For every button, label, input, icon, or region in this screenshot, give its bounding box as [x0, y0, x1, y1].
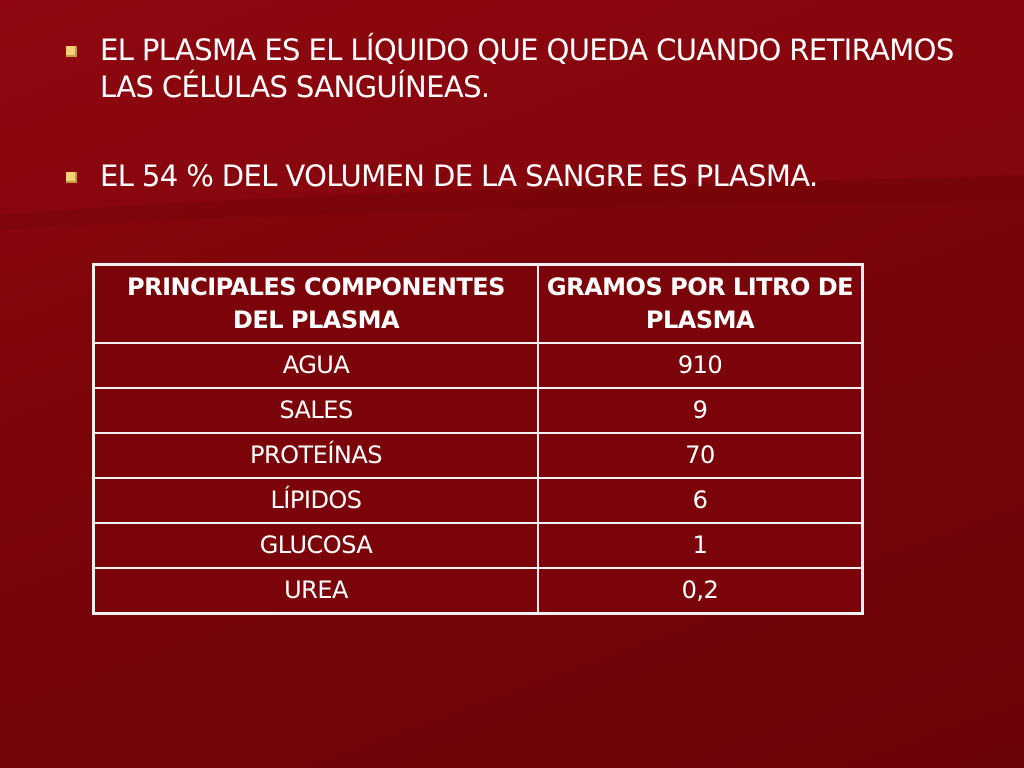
component-value: 6: [537, 477, 864, 524]
table-row: GLUCOSA 1: [92, 522, 864, 569]
table-row: AGUA 910: [92, 342, 864, 389]
table-row: PROTEÍNAS 70: [92, 432, 864, 479]
plasma-components-table-container: PRINCIPALES COMPONENTES DEL PLASMA GRAMO…: [92, 263, 864, 615]
component-name: LÍPIDOS: [92, 477, 539, 524]
component-name: GLUCOSA: [92, 522, 539, 569]
component-name: PROTEÍNAS: [92, 432, 539, 479]
bullet-text: EL PLASMA ES EL LÍQUIDO QUE QUEDA CUANDO…: [100, 33, 954, 104]
component-name: SALES: [92, 387, 539, 434]
component-name: UREA: [92, 567, 539, 615]
bullet-list: EL PLASMA ES EL LÍQUIDO QUE QUEDA CUANDO…: [62, 32, 982, 247]
header-components: PRINCIPALES COMPONENTES DEL PLASMA: [92, 263, 539, 344]
header-grams-per-liter: GRAMOS POR LITRO DE PLASMA: [537, 263, 864, 344]
table-header-row: PRINCIPALES COMPONENTES DEL PLASMA GRAMO…: [92, 263, 864, 344]
bullet-item: EL 54 % DEL VOLUMEN DE LA SANGRE ES PLAS…: [62, 158, 982, 195]
component-value: 0,2: [537, 567, 864, 615]
plasma-components-table: PRINCIPALES COMPONENTES DEL PLASMA GRAMO…: [92, 263, 864, 615]
component-name: AGUA: [92, 342, 539, 389]
bullet-text: EL 54 % DEL VOLUMEN DE LA SANGRE ES PLAS…: [100, 159, 818, 193]
table-row: LÍPIDOS 6: [92, 477, 864, 524]
component-value: 1: [537, 522, 864, 569]
component-value: 9: [537, 387, 864, 434]
square-bullet-icon: [66, 172, 77, 183]
bullet-item: EL PLASMA ES EL LÍQUIDO QUE QUEDA CUANDO…: [62, 32, 982, 106]
table-row: UREA 0,2: [92, 567, 864, 615]
square-bullet-icon: [66, 46, 77, 57]
component-value: 910: [537, 342, 864, 389]
component-value: 70: [537, 432, 864, 479]
table-row: SALES 9: [92, 387, 864, 434]
